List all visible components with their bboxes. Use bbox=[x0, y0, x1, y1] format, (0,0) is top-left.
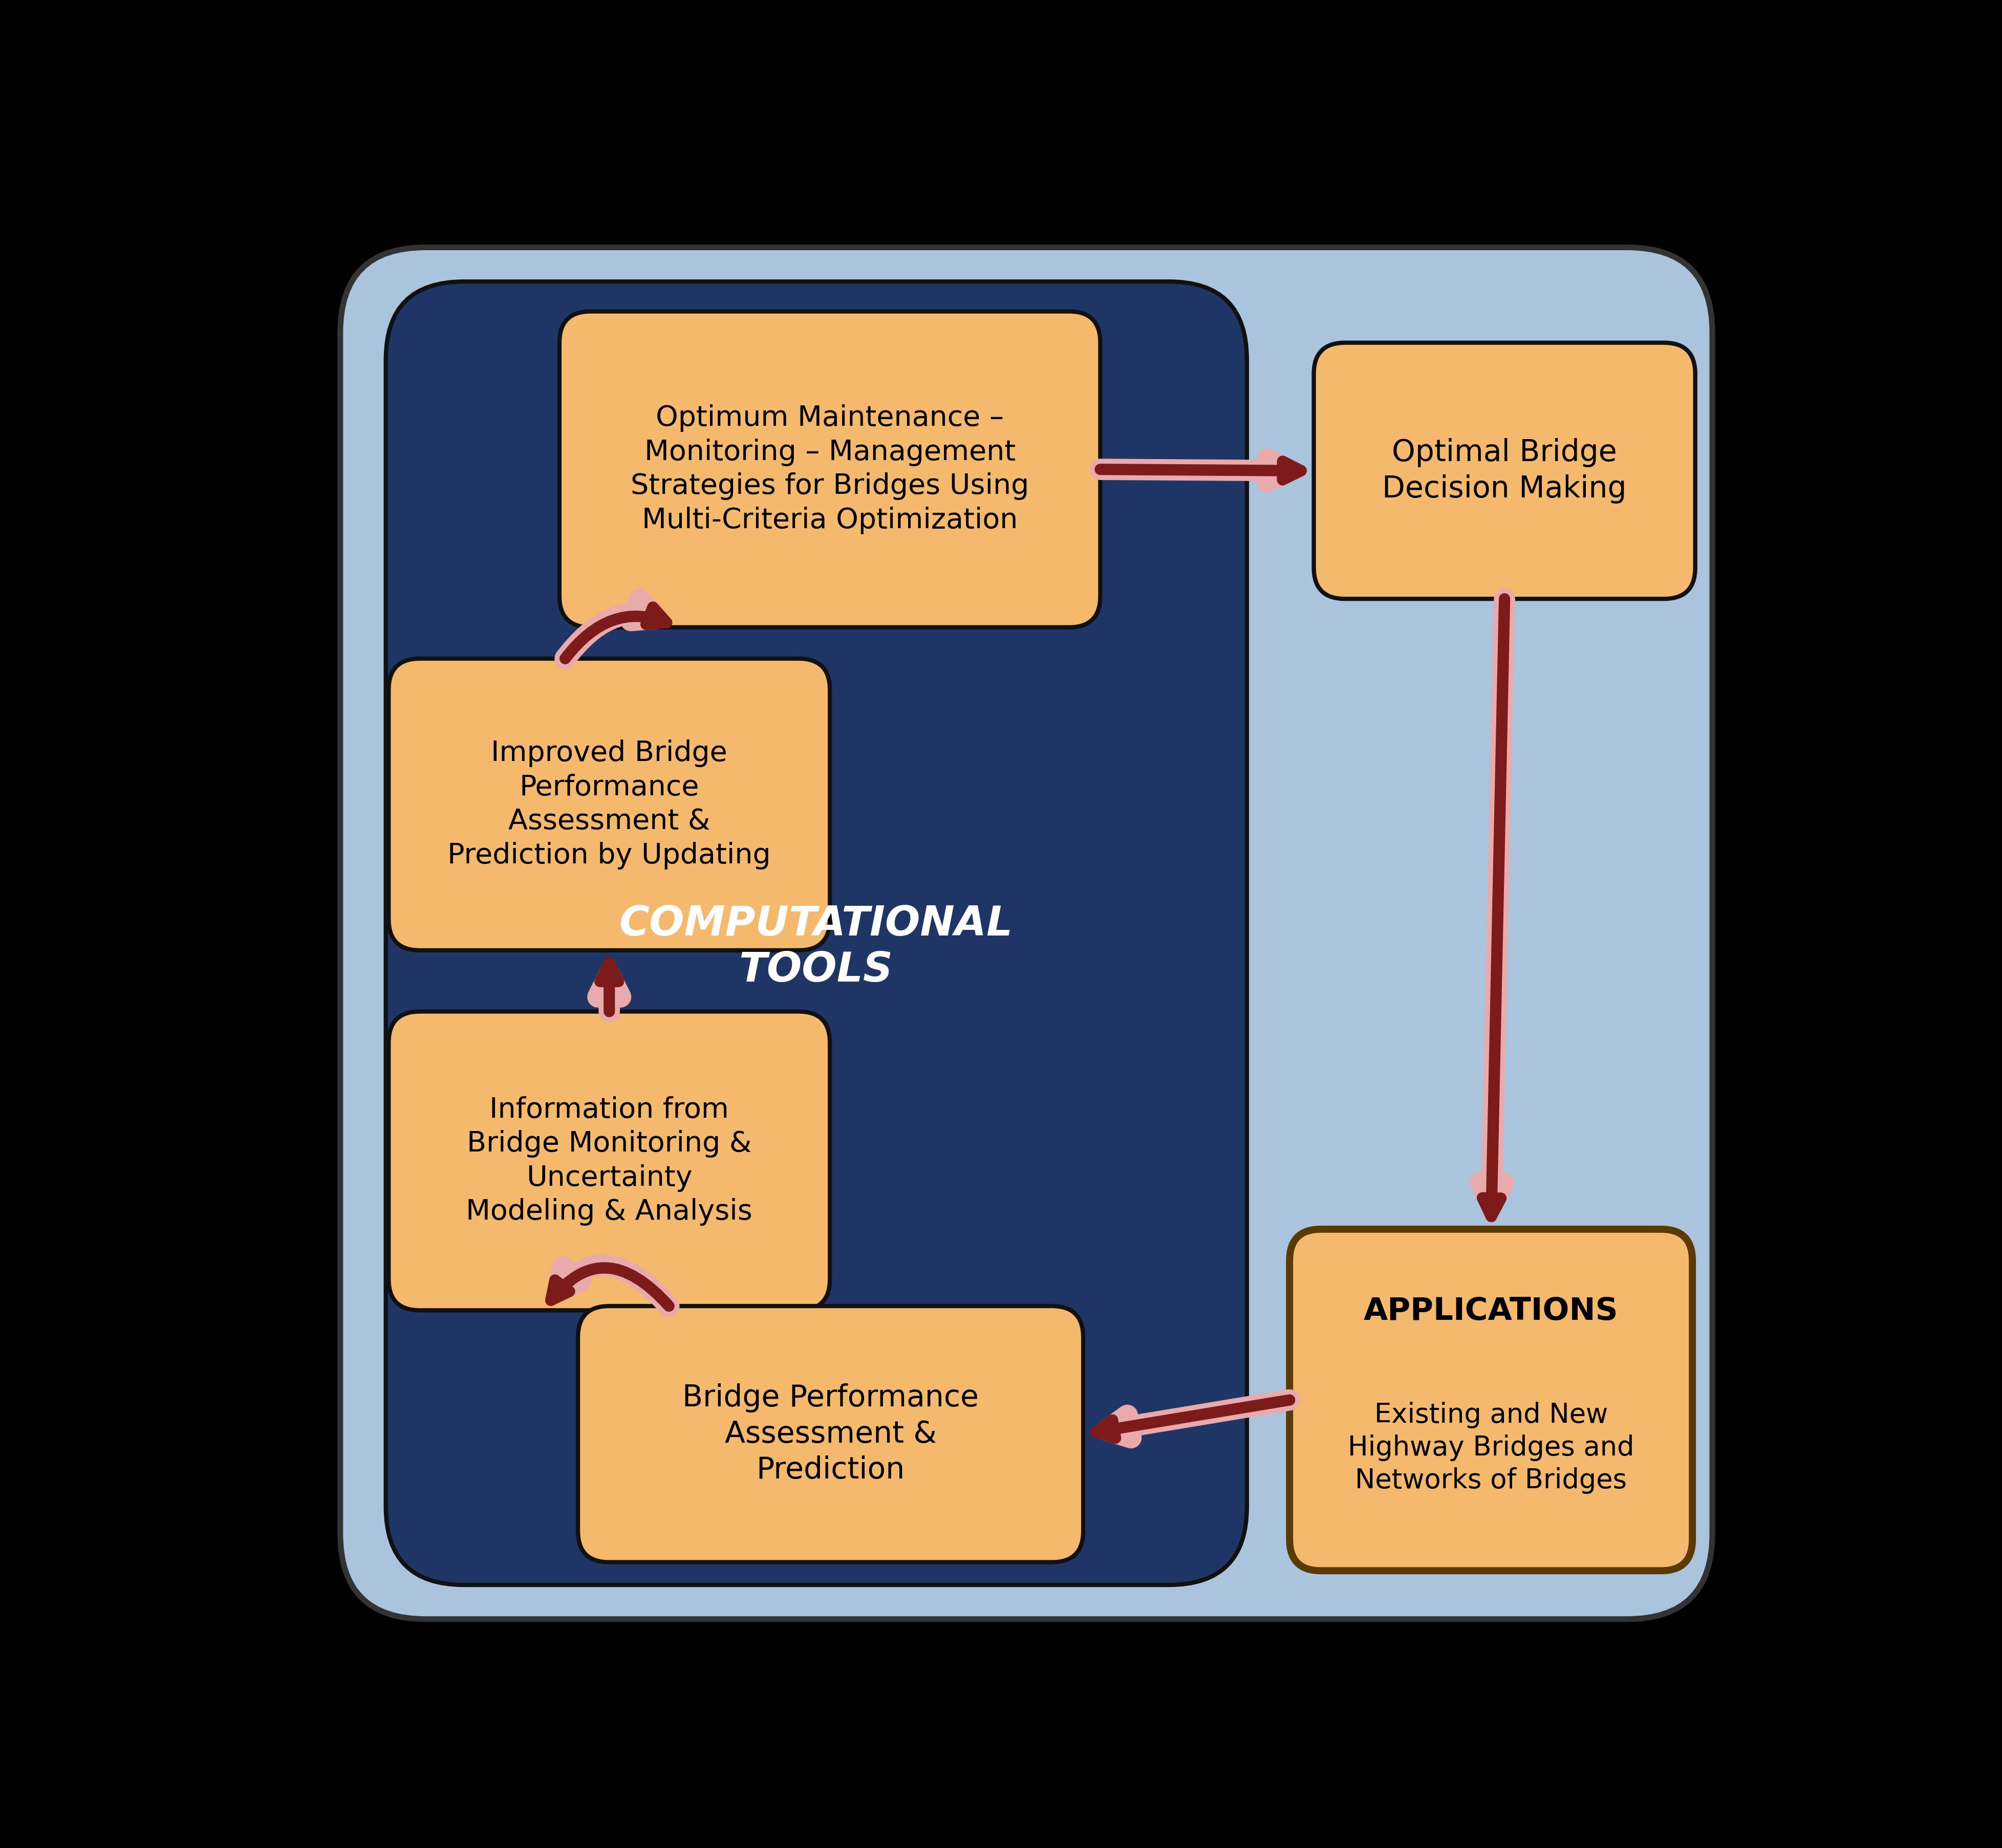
FancyBboxPatch shape bbox=[1289, 1229, 1692, 1571]
Text: Bridge Performance
Assessment &
Prediction: Bridge Performance Assessment & Predicti… bbox=[683, 1384, 979, 1484]
Text: Optimal Bridge
Decision Making: Optimal Bridge Decision Making bbox=[1381, 438, 1626, 503]
Text: APPLICATIONS: APPLICATIONS bbox=[1363, 1295, 1618, 1327]
Text: Information from
Bridge Monitoring &
Uncertainty
Modeling & Analysis: Information from Bridge Monitoring & Unc… bbox=[466, 1096, 753, 1225]
FancyBboxPatch shape bbox=[340, 248, 1712, 1619]
FancyBboxPatch shape bbox=[579, 1307, 1083, 1562]
Text: Improved Bridge
Performance
Assessment &
Prediction by Updating: Improved Bridge Performance Assessment &… bbox=[448, 739, 771, 869]
Text: Optimum Maintenance –
Monitoring – Management
Strategies for Bridges Using
Multi: Optimum Maintenance – Monitoring – Manag… bbox=[631, 405, 1029, 534]
FancyBboxPatch shape bbox=[388, 1011, 829, 1310]
FancyBboxPatch shape bbox=[388, 658, 829, 950]
FancyBboxPatch shape bbox=[559, 312, 1099, 626]
FancyBboxPatch shape bbox=[1313, 342, 1696, 599]
Text: Existing and New
Highway Bridges and
Networks of Bridges: Existing and New Highway Bridges and Net… bbox=[1347, 1401, 1634, 1493]
FancyBboxPatch shape bbox=[386, 281, 1247, 1586]
Text: COMPUTATIONAL
TOOLS: COMPUTATIONAL TOOLS bbox=[619, 904, 1013, 991]
